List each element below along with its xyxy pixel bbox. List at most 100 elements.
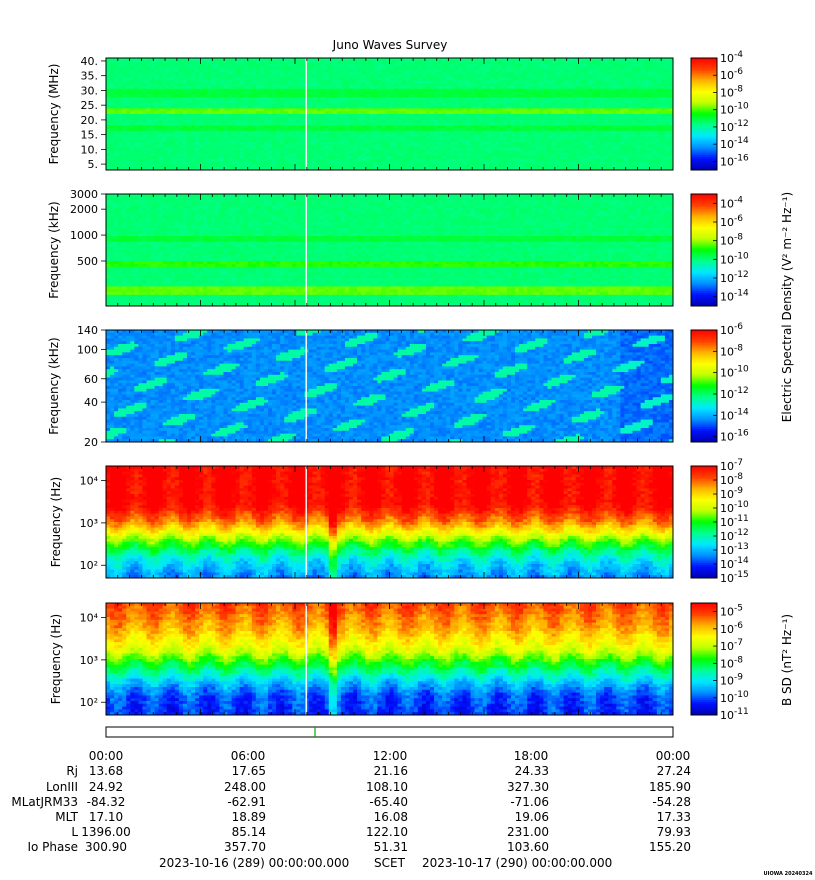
spectrogram-cell xyxy=(183,153,187,156)
spectrogram-cell xyxy=(353,100,357,103)
spectrogram-cell xyxy=(134,156,138,159)
spectrogram-cell xyxy=(317,136,321,139)
spectrogram-cell xyxy=(126,156,130,159)
spectrogram-cell xyxy=(151,64,155,67)
spectrogram-cell xyxy=(390,142,394,145)
spectrogram-cell xyxy=(515,128,519,131)
spectrogram-cell xyxy=(110,97,114,100)
spectrogram-cell xyxy=(628,131,632,134)
spectrogram-cell xyxy=(248,117,252,120)
spectrogram-cell xyxy=(657,142,661,145)
spectrogram-cell xyxy=(244,80,248,83)
spectrogram-cell xyxy=(219,78,223,81)
spectrogram-cell xyxy=(503,80,507,83)
spectrogram-cell xyxy=(406,61,410,64)
spectrogram-cell xyxy=(244,150,248,153)
spectrogram-cell xyxy=(434,89,438,92)
spectrogram-cell xyxy=(564,89,568,92)
spectrogram-cell xyxy=(357,148,361,151)
spectrogram-cell xyxy=(207,97,211,100)
spectrogram-cell xyxy=(653,142,657,145)
spectrogram-cell xyxy=(142,125,146,128)
spectrogram-cell xyxy=(462,122,466,125)
spectrogram-cell xyxy=(628,86,632,89)
spectrogram-cell xyxy=(377,128,381,131)
spectrogram-cell xyxy=(418,75,422,78)
spectrogram-cell xyxy=(138,106,142,109)
spectrogram-cell xyxy=(353,92,357,95)
spectrogram-cell xyxy=(426,142,430,145)
spectrogram-cell xyxy=(637,153,641,156)
spectrogram-cell xyxy=(418,72,422,75)
spectrogram-cell xyxy=(276,139,280,142)
spectrogram-cell xyxy=(317,128,321,131)
spectrogram-cell xyxy=(495,86,499,89)
spectrogram-cell xyxy=(450,134,454,137)
spectrogram-cell xyxy=(159,103,163,106)
spectrogram-cell xyxy=(248,139,252,142)
spectrogram-cell xyxy=(600,78,604,81)
spectrogram-cell xyxy=(649,69,653,72)
spectrogram-cell xyxy=(523,89,527,92)
spectrogram-cell xyxy=(207,106,211,109)
spectrogram-cell xyxy=(454,78,458,81)
panel-hfwbr-high: 40.35.30.25.20.15.10.5.Frequency (MHz) xyxy=(47,55,673,171)
spectrogram-cell xyxy=(337,89,341,92)
spectrogram-cell xyxy=(292,92,296,95)
spectrogram-cell xyxy=(556,66,560,69)
spectrogram-cell xyxy=(564,69,568,72)
spectrogram-cell xyxy=(495,125,499,128)
spectrogram-cell xyxy=(507,136,511,139)
spectrogram-cell xyxy=(434,83,438,86)
spectrogram-cell xyxy=(138,89,142,92)
spectrogram-cell xyxy=(653,83,657,86)
spectrogram-cell xyxy=(191,117,195,120)
spectrogram-cell xyxy=(568,145,572,148)
spectrogram-cell xyxy=(252,120,256,123)
spectrogram-cell xyxy=(426,92,430,95)
spectrogram-cell xyxy=(657,106,661,109)
spectrogram-cell xyxy=(110,89,114,92)
spectrogram-cell xyxy=(147,92,151,95)
spectrogram-cell xyxy=(381,103,385,106)
spectrogram-cell xyxy=(503,61,507,64)
spectrogram-cell xyxy=(151,117,155,120)
spectrogram-cell xyxy=(373,108,377,111)
spectrogram-cell xyxy=(645,111,649,114)
spectrogram-cell xyxy=(637,75,641,78)
spectrogram-cell xyxy=(183,108,187,111)
spectrogram-cell xyxy=(495,72,499,75)
spectrogram-cell xyxy=(175,145,179,148)
spectrogram-cell xyxy=(657,150,661,153)
spectrogram-cell xyxy=(244,117,248,120)
spectrogram-cell xyxy=(373,111,377,114)
spectrogram-cell xyxy=(515,131,519,134)
spectrogram-cell xyxy=(543,78,547,81)
spectrogram-cell xyxy=(462,72,466,75)
spectrogram-cell xyxy=(252,136,256,139)
spectrogram-cell xyxy=(219,128,223,131)
spectrogram-cell xyxy=(317,66,321,69)
spectrogram-cell xyxy=(195,72,199,75)
spectrogram-cell xyxy=(414,86,418,89)
spectrogram-cell xyxy=(317,153,321,156)
spectrogram-cell xyxy=(309,134,313,137)
spectrogram-cell xyxy=(134,108,138,111)
spectrogram-cell xyxy=(142,69,146,72)
spectrogram-cell xyxy=(657,122,661,125)
spectrogram-cell xyxy=(317,108,321,111)
spectrogram-cell xyxy=(596,114,600,117)
spectrogram-cell xyxy=(418,111,422,114)
spectrogram-cell xyxy=(333,125,337,128)
spectrogram-cell xyxy=(499,136,503,139)
spectrogram-cell xyxy=(620,86,624,89)
spectrogram-cell xyxy=(442,156,446,159)
spectrogram-cell xyxy=(556,103,560,106)
spectrogram-cell xyxy=(653,136,657,139)
spectrogram-cell xyxy=(446,80,450,83)
spectrogram-cell xyxy=(248,125,252,128)
spectrogram-cell xyxy=(175,86,179,89)
spectrogram-cell xyxy=(458,117,462,120)
spectrogram-cell xyxy=(349,153,353,156)
spectrogram-cell xyxy=(228,78,232,81)
